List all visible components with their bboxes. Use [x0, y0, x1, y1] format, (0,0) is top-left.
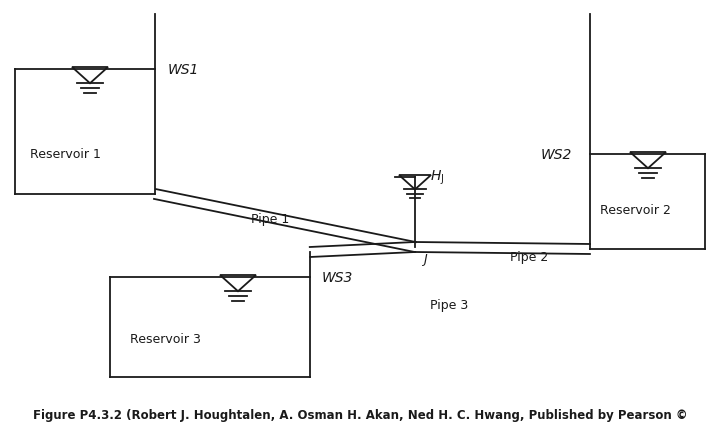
- Polygon shape: [399, 175, 431, 190]
- Polygon shape: [72, 68, 108, 84]
- Text: WS1: WS1: [168, 63, 199, 77]
- Text: Reservoir 1: Reservoir 1: [30, 148, 101, 161]
- Text: Figure P4.3.2 (Robert J. Houghtalen, A. Osman H. Akan, Ned H. C. Hwang, Publishe: Figure P4.3.2 (Robert J. Houghtalen, A. …: [32, 408, 688, 421]
- Text: Reservoir 3: Reservoir 3: [130, 333, 201, 346]
- Text: Pipe 1: Pipe 1: [251, 213, 289, 226]
- Text: Reservoir 2: Reservoir 2: [600, 203, 671, 216]
- Text: Pipe 3: Pipe 3: [430, 298, 468, 311]
- Text: WS2: WS2: [541, 147, 572, 162]
- Text: Pipe 2: Pipe 2: [510, 251, 548, 264]
- Text: J: J: [423, 252, 427, 265]
- Text: $H_{\mathsf{J}}$: $H_{\mathsf{J}}$: [430, 169, 444, 187]
- Polygon shape: [220, 275, 256, 292]
- Polygon shape: [630, 153, 666, 169]
- Text: WS3: WS3: [322, 270, 354, 284]
